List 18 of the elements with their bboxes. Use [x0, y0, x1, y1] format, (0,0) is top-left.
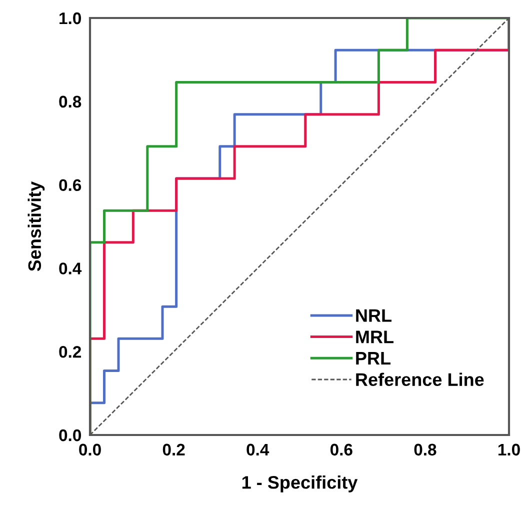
- y-tick-label: 0.6: [59, 179, 82, 192]
- y-tick-label: 0.8: [59, 96, 82, 108]
- x-tick-label: 0.2: [162, 444, 185, 456]
- x-tick-label: 0.4: [246, 444, 270, 456]
- y-tick-label: 0.0: [59, 429, 81, 442]
- legend-label: Reference Line: [356, 372, 484, 386]
- legend-label: MRL: [356, 330, 394, 344]
- y-tick-label: 0.4: [59, 262, 82, 274]
- x-tick-label: 1.0: [498, 444, 520, 456]
- y-axis-title: Sensitivity: [28, 181, 45, 272]
- x-tick-label: 0.6: [330, 444, 352, 456]
- legend-label: NRL: [356, 309, 392, 322]
- x-axis-title: 1 - Specificity: [242, 476, 358, 492]
- x-tick-label: 0.0: [79, 444, 101, 456]
- legend-label: PRL: [356, 352, 390, 364]
- y-tick-label: 0.2: [59, 346, 81, 358]
- y-tick-label: 1.0: [60, 12, 81, 24]
- x-tick-label: 0.8: [414, 444, 436, 456]
